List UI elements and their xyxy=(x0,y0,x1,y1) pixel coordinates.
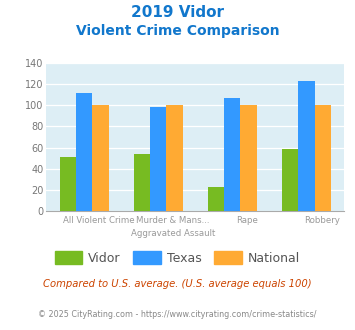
Bar xyxy=(315,105,331,211)
Bar xyxy=(240,105,257,211)
Legend: Vidor, Texas, National: Vidor, Texas, National xyxy=(50,246,305,270)
Bar xyxy=(76,93,92,211)
Text: All Violent Crime: All Violent Crime xyxy=(62,216,134,225)
Bar xyxy=(60,157,76,211)
Bar xyxy=(208,187,224,211)
Text: Aggravated Assault: Aggravated Assault xyxy=(131,229,215,238)
Text: Murder & Mans...: Murder & Mans... xyxy=(136,216,210,225)
Bar xyxy=(134,154,150,211)
Text: Robbery: Robbery xyxy=(304,216,340,225)
Text: 2019 Vidor: 2019 Vidor xyxy=(131,5,224,20)
Bar xyxy=(92,105,109,211)
Bar xyxy=(166,105,183,211)
Text: Compared to U.S. average. (U.S. average equals 100): Compared to U.S. average. (U.S. average … xyxy=(43,279,312,289)
Bar xyxy=(282,148,298,211)
Text: © 2025 CityRating.com - https://www.cityrating.com/crime-statistics/: © 2025 CityRating.com - https://www.city… xyxy=(38,310,317,319)
Text: Rape: Rape xyxy=(236,216,258,225)
Bar xyxy=(224,98,240,211)
Bar xyxy=(150,107,166,211)
Bar xyxy=(298,81,315,211)
Text: Violent Crime Comparison: Violent Crime Comparison xyxy=(76,24,279,38)
